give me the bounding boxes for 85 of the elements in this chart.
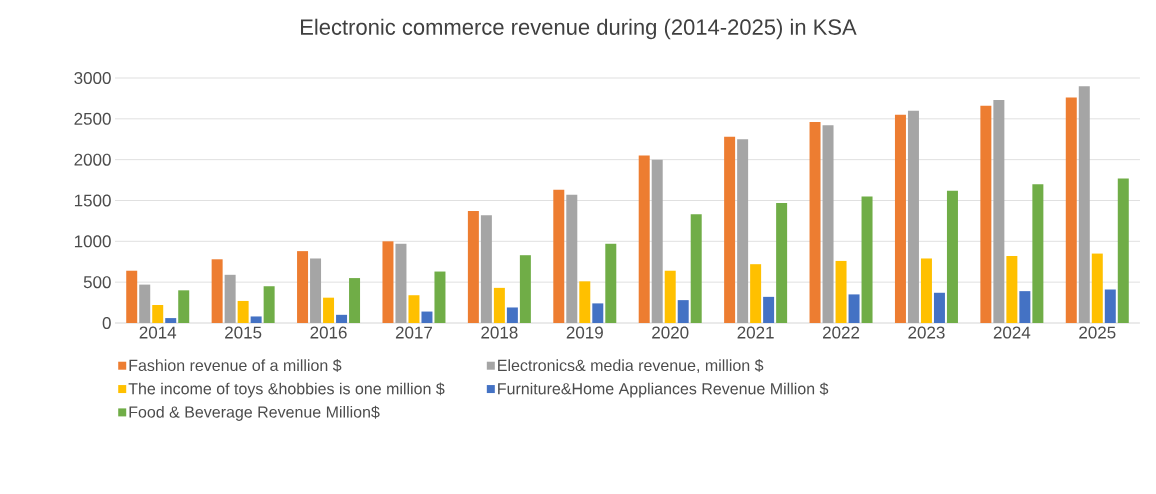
bar <box>126 270 138 323</box>
bar <box>920 258 932 323</box>
bar <box>395 243 407 323</box>
x-tick-label: 2021 <box>737 326 774 339</box>
bar <box>480 215 492 323</box>
x-tick-label: 2019 <box>566 326 603 339</box>
bar <box>933 292 945 323</box>
bar <box>1006 256 1018 323</box>
legend-label: Electronics& media revenue, million $ <box>498 359 764 373</box>
bar <box>776 202 788 323</box>
bar <box>579 281 591 323</box>
x-tick-label: 2023 <box>908 326 945 339</box>
bar <box>1117 178 1129 323</box>
bar <box>1091 253 1103 323</box>
bar <box>139 284 151 323</box>
bar <box>822 125 834 323</box>
bar <box>237 300 249 323</box>
x-tick-label: 2022 <box>822 326 860 339</box>
bar <box>553 189 565 323</box>
bar <box>638 155 650 323</box>
bar <box>592 303 604 323</box>
bar <box>408 295 420 323</box>
bar <box>566 194 578 323</box>
bar <box>690 214 702 323</box>
bar <box>664 270 676 323</box>
bar <box>178 290 190 323</box>
bar <box>297 251 309 323</box>
bar <box>894 114 906 323</box>
x-tick-label: 2025 <box>1079 326 1116 339</box>
bar <box>1078 86 1090 323</box>
x-tick-label: 2016 <box>310 326 347 339</box>
bar <box>1019 291 1031 323</box>
bar <box>605 243 617 323</box>
legend-label: The income of toys &hobbies is one million $ <box>128 382 445 398</box>
legend-label: Food & Beverage Revenue Million$ <box>129 405 380 421</box>
x-tick-label: 2014 <box>139 326 177 339</box>
bar <box>349 278 361 323</box>
bar <box>724 136 736 323</box>
bar <box>152 305 164 323</box>
bar <box>493 287 505 323</box>
y-tick-label: 1500 <box>74 194 111 207</box>
bar <box>519 255 531 323</box>
x-tick-label: 2024 <box>993 326 1031 339</box>
bar <box>651 159 663 323</box>
bar <box>310 258 322 323</box>
y-tick-label: 0 <box>102 316 111 330</box>
bar <box>993 100 1005 323</box>
bar <box>165 318 177 323</box>
bar <box>835 260 847 323</box>
bar <box>250 316 262 323</box>
legend-label: Fashion revenue of a million $ <box>129 359 342 372</box>
bar <box>263 286 275 323</box>
bar <box>980 105 992 323</box>
bar <box>211 259 223 323</box>
bar <box>382 241 394 323</box>
bar <box>907 110 919 323</box>
x-tick-label: 2018 <box>481 326 518 339</box>
y-tick-label: 2000 <box>74 153 111 166</box>
bar <box>421 311 433 323</box>
bar <box>737 139 749 323</box>
x-tick-label: 2015 <box>225 326 262 339</box>
y-tick-label: 1000 <box>74 235 111 248</box>
bar <box>1104 289 1116 323</box>
bar <box>677 300 689 323</box>
y-tick-label: 2500 <box>74 112 111 125</box>
bar <box>763 296 775 323</box>
legend-label: Furniture&Home Appliances Revenue Million $ <box>498 382 829 398</box>
bar <box>506 307 518 323</box>
bar <box>861 196 873 323</box>
bar <box>323 297 335 323</box>
x-tick-label: 2020 <box>652 326 689 339</box>
bar <box>1065 97 1077 323</box>
y-tick-label: 500 <box>83 276 111 289</box>
x-tick-label: 2017 <box>395 326 432 339</box>
bar <box>434 271 446 323</box>
bar <box>750 264 762 323</box>
chart-title: Electronic commerce revenue during (2014-2025) in KSA <box>301 18 857 40</box>
bar <box>224 274 236 323</box>
bar <box>848 294 860 323</box>
bar <box>809 122 821 323</box>
bar <box>946 190 958 323</box>
bar <box>336 314 348 323</box>
bar <box>467 211 479 323</box>
y-tick-label: 3000 <box>74 71 111 85</box>
bar <box>1032 184 1044 323</box>
